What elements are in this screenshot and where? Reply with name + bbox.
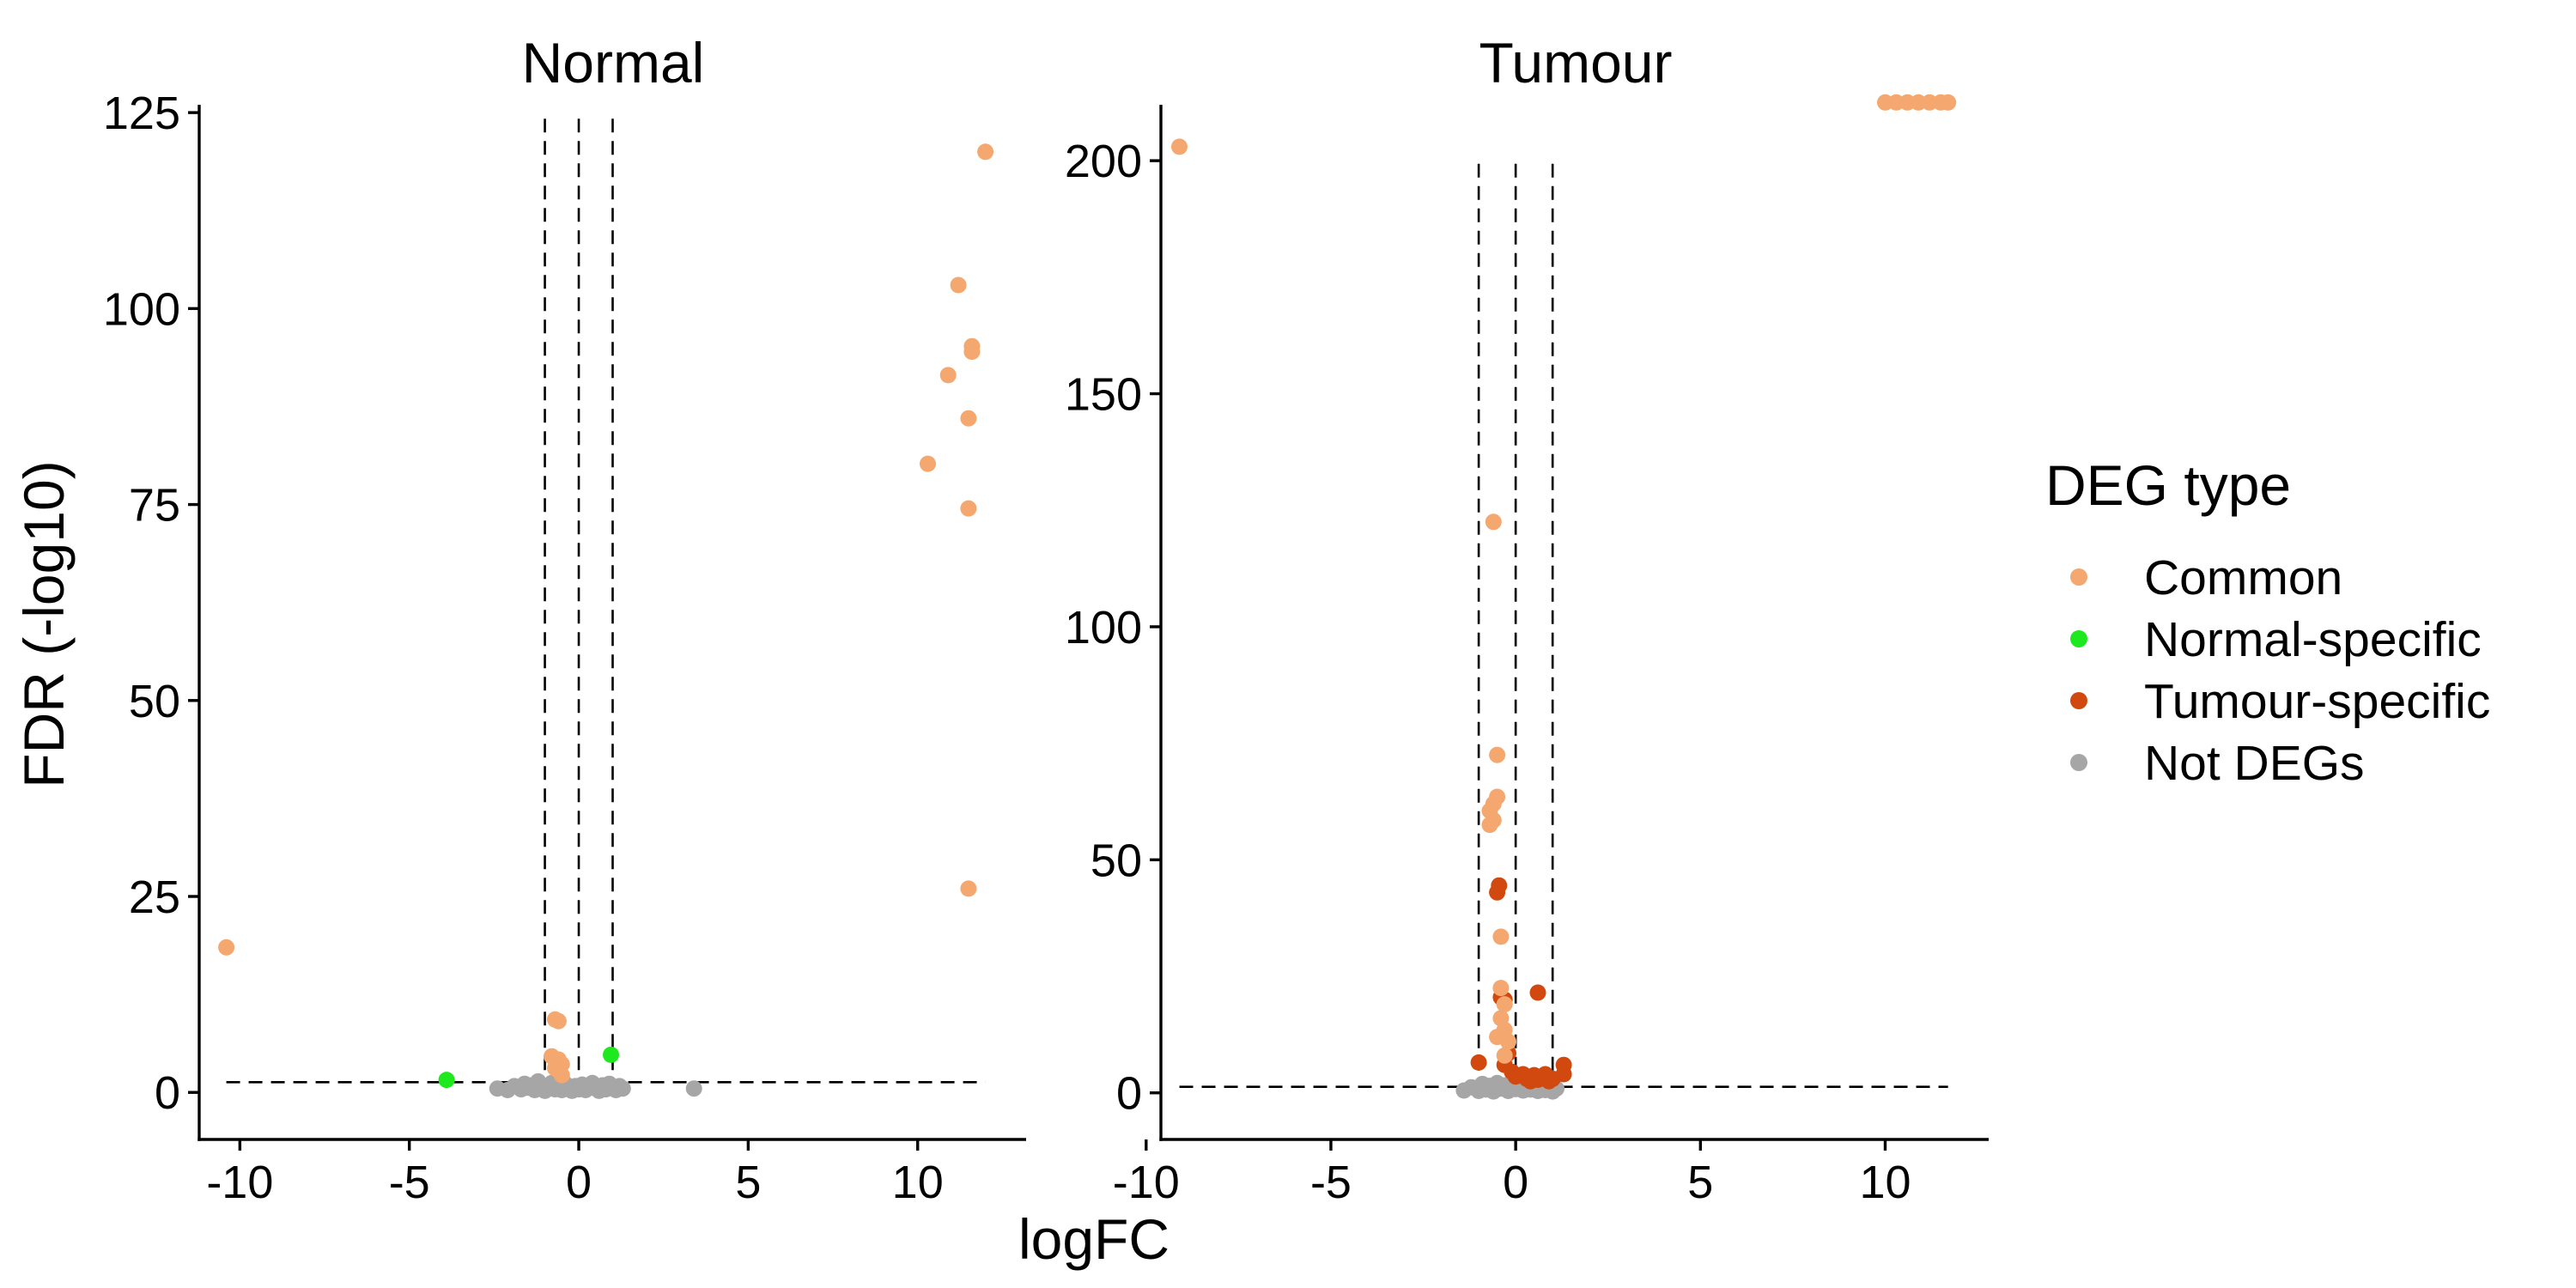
legend-label-normal-specific: Normal-specific: [2144, 612, 2482, 667]
point-tumour-common-8: [1492, 928, 1510, 945]
y-axis-title: FDR (-log10): [12, 460, 76, 787]
x-tick-label-tumour-2: 0: [1503, 1157, 1528, 1208]
point-normal-normal-specific-1: [603, 1046, 619, 1063]
y-tick-label-tumour-2: 100: [1065, 602, 1142, 653]
point-tumour-common-9: [1492, 980, 1510, 997]
points-tumour: [1171, 94, 1957, 1100]
x-tick-label-normal-0: -10: [206, 1157, 273, 1208]
legend-label-common: Common: [2144, 550, 2342, 605]
y-tick-label-tumour-4: 200: [1065, 136, 1142, 187]
point-normal-common-2: [550, 1012, 567, 1030]
legend-key-common: [2070, 568, 2087, 586]
x-tick-label-tumour-1: -5: [1310, 1157, 1352, 1208]
legend-label-tumour-specific: Tumour-specific: [2144, 674, 2490, 729]
y-tick-label-normal-0: 0: [155, 1067, 180, 1119]
y-tick-label-normal-1: 25: [129, 872, 180, 923]
legend-title: DEG type: [2045, 453, 2291, 517]
x-tick-label-tumour-0: -10: [1113, 1157, 1180, 1208]
point-tumour-common-0: [1171, 138, 1188, 155]
point-normal-not-degs-33: [614, 1080, 631, 1097]
y-tick-label-tumour-1: 50: [1091, 835, 1142, 886]
point-tumour-common-20: [1921, 94, 1938, 111]
panel-title-tumour: Tumour: [1479, 31, 1673, 94]
point-normal-common-10: [939, 367, 957, 384]
y-tick-label-normal-4: 100: [103, 283, 180, 335]
point-tumour-tumour-specific-0: [1470, 1054, 1487, 1071]
point-tumour-tumour-specific-2: [1491, 877, 1508, 894]
x-tick-label-normal-4: 10: [892, 1157, 944, 1208]
point-tumour-common-2: [1489, 746, 1506, 763]
x-tick-label-normal-3: 5: [735, 1157, 761, 1208]
point-normal-common-15: [960, 500, 977, 517]
point-normal-common-8: [546, 1060, 563, 1077]
y-tick-label-normal-2: 50: [129, 676, 180, 727]
points-normal: [218, 143, 994, 1099]
reference-lines-tumour: [1179, 161, 1948, 1093]
y-tick-label-normal-3: 75: [129, 480, 180, 532]
point-normal-common-11: [950, 276, 967, 294]
x-tick-label-tumour-3: 5: [1687, 1157, 1713, 1208]
point-tumour-common-22: [1940, 94, 1957, 111]
point-tumour-common-1: [1485, 513, 1502, 531]
y-tick-label-normal-5: 125: [103, 88, 180, 139]
x-tick-label-normal-1: -5: [389, 1157, 430, 1208]
legend-label-not-degs: Not DEGs: [2144, 736, 2365, 791]
legend-key-tumour-specific: [2070, 692, 2087, 709]
point-normal-common-16: [977, 143, 994, 161]
point-normal-common-9: [920, 455, 936, 472]
point-tumour-common-10: [1496, 996, 1513, 1013]
panel-title-normal: Normal: [522, 31, 705, 94]
y-tick-label-tumour-0: 0: [1116, 1068, 1142, 1120]
point-normal-common-12: [960, 410, 977, 427]
point-normal-common-14: [963, 337, 981, 355]
point-tumour-tumour-specific-18: [1529, 984, 1546, 1001]
point-tumour-common-7: [1481, 817, 1498, 834]
point-tumour-common-15: [1496, 1047, 1513, 1064]
point-normal-common-0: [218, 939, 235, 956]
point-normal-not-degs-34: [685, 1080, 702, 1097]
x-tick-label-tumour-4: 10: [1859, 1157, 1911, 1208]
point-tumour-common-14: [1500, 1033, 1516, 1050]
y-tick-label-tumour-3: 150: [1065, 369, 1142, 421]
reference-lines-normal: [226, 112, 986, 1093]
legend-key-normal-specific: [2070, 630, 2087, 647]
legend-key-not-degs: [2070, 754, 2087, 771]
legend: DEG type Common Normal-specific Tumour-spe…: [2045, 453, 2490, 791]
x-tick-label-normal-2: 0: [566, 1157, 592, 1208]
x-axis-title: logFC: [1018, 1207, 1170, 1271]
point-tumour-tumour-specific-20: [1555, 1066, 1572, 1083]
point-normal-normal-specific-0: [438, 1072, 455, 1089]
legend-entries: Common Normal-specific Tumour-specific Not …: [2070, 550, 2490, 791]
point-normal-common-17: [960, 880, 977, 897]
